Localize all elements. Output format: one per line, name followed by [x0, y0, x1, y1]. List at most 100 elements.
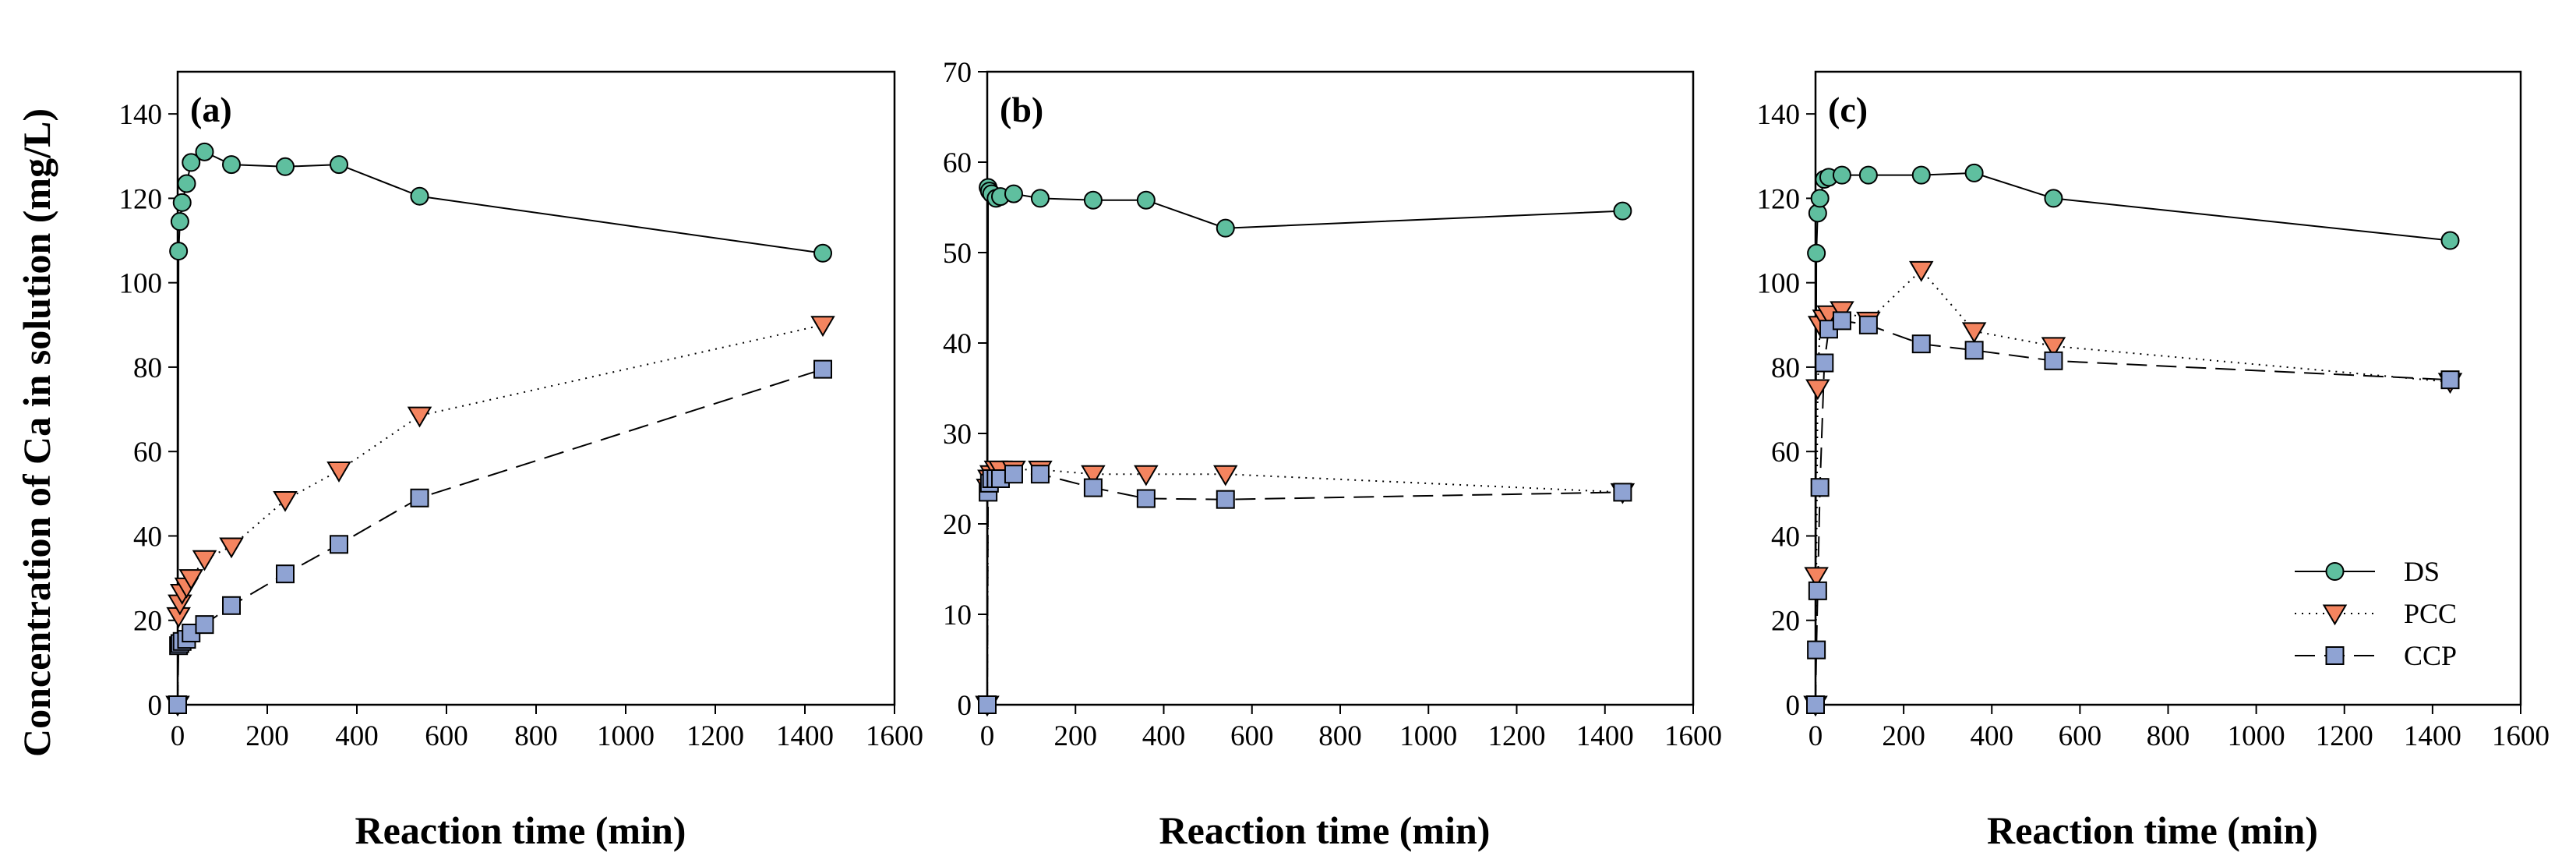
data-point-ccp: [2044, 351, 2063, 370]
data-point-ds: [1030, 189, 1050, 208]
x-tick-label: 400: [335, 720, 379, 752]
data-point-ccp: [1911, 334, 1931, 354]
data-point-ccp: [1808, 581, 1827, 600]
x-tick-label: 1000: [1399, 720, 1457, 752]
chart-panel-3: 0 200 400 600 800 1000 1200 1400 1600 0 20 40 60 80 10…: [1757, 70, 2550, 852]
data-point-ds: [1964, 163, 1984, 182]
y-tick-label: 140: [1757, 99, 1801, 131]
data-point-ds: [276, 157, 295, 176]
data-point-ds: [813, 243, 832, 263]
y-tick-label: 0: [1786, 690, 1801, 722]
x-tick-label: 400: [1971, 720, 2014, 752]
data-point-ds: [1083, 190, 1103, 210]
data-point-ccp: [1810, 478, 1830, 497]
y-tick-label: 20: [943, 509, 972, 541]
data-point-ds: [222, 155, 241, 175]
series-line-ds: [1815, 172, 2451, 706]
chart-panel-1: 0 200 400 600 800 1000 1200 1400 1600 0 20 40 60 80 10…: [119, 70, 923, 852]
data-point-ccp: [1806, 695, 1825, 714]
y-tick-label: 100: [1757, 268, 1801, 300]
data-point-pcc: [1213, 465, 1238, 486]
x-tick-label: 400: [1142, 720, 1186, 752]
data-point-ccp: [168, 695, 187, 714]
x-tick-label: 600: [2059, 720, 2102, 752]
data-point-ds: [177, 174, 196, 193]
data-point-ccp: [1004, 465, 1023, 484]
data-point-ds: [169, 242, 189, 261]
data-point-pcc: [219, 537, 244, 559]
y-tick-label: 40: [1771, 521, 1800, 553]
y-tick-label: 20: [133, 606, 162, 638]
data-point-ccp: [813, 359, 832, 379]
data-point-ds: [1807, 243, 1826, 263]
x-tick-label: 1000: [2228, 720, 2285, 752]
data-point-ccp: [1613, 483, 1632, 502]
x-tick-label: 800: [514, 720, 558, 752]
data-point-ds: [2044, 189, 2063, 208]
y-tick-label: 0: [148, 690, 163, 722]
data-point-ccp: [1136, 489, 1156, 508]
data-point-ds: [1911, 165, 1931, 185]
plot-frame: [986, 70, 1695, 706]
x-tick-label: 1600: [1664, 720, 1722, 752]
data-point-pcc: [810, 316, 835, 338]
data-point-ccp: [1964, 341, 1984, 360]
legend-marker-pcc: [2322, 604, 2348, 626]
data-point-pcc: [178, 569, 203, 590]
x-tick-label: 0: [980, 720, 995, 752]
legend-marker-ds: [2325, 562, 2345, 581]
x-axis-title: Reaction time (min): [1987, 808, 2318, 852]
data-point-ds: [182, 153, 201, 172]
data-point-ds: [410, 186, 429, 206]
data-point-ccp: [978, 695, 997, 714]
x-axis-title: Reaction time (min): [1159, 808, 1491, 852]
y-tick-label: 30: [943, 419, 972, 451]
y-tick-label: 60: [943, 147, 972, 179]
data-point-ds: [1858, 165, 1878, 185]
data-point-pcc: [1081, 465, 1106, 486]
y-tick-label: 40: [133, 521, 162, 553]
data-point-ccp: [410, 488, 429, 508]
chart-panel-2: 0 200 400 600 800 1000 1200 1400 1600 0 10 20 30 40 50…: [943, 57, 1722, 852]
y-tick-label: 140: [119, 99, 163, 131]
legend-marker-ccp: [2325, 646, 2345, 665]
data-point-pcc: [1909, 260, 1934, 282]
y-tick-label: 120: [1757, 183, 1801, 215]
data-point-ds: [172, 193, 192, 212]
data-point-pcc: [1830, 301, 1854, 323]
data-point-pcc: [2041, 337, 2066, 359]
data-point-ds: [1832, 165, 1851, 185]
data-point-ccp: [1858, 315, 1878, 334]
x-tick-label: 1400: [1576, 720, 1634, 752]
x-tick-label: 0: [1808, 720, 1823, 752]
x-tick-label: 1600: [866, 720, 923, 752]
data-point-pcc: [407, 406, 432, 428]
legend-label-ds: DS: [2404, 556, 2440, 587]
x-tick-label: 200: [1882, 720, 1925, 752]
series-line-pcc: [177, 324, 824, 706]
x-tick-label: 1200: [1488, 720, 1546, 752]
data-point-pcc: [1961, 322, 1987, 344]
y-tick-label: 80: [1771, 352, 1800, 384]
x-tick-label: 0: [171, 720, 185, 752]
data-point-ccp: [195, 615, 214, 635]
x-tick-label: 800: [2147, 720, 2190, 752]
series-line-ccp: [1815, 320, 2451, 706]
series-line-ccp: [177, 368, 824, 706]
x-tick-label: 1200: [2316, 720, 2373, 752]
x-tick-label: 600: [425, 720, 468, 752]
series-line-ds: [986, 187, 1623, 706]
x-tick-label: 200: [245, 720, 289, 752]
y-tick-label: 60: [133, 437, 162, 469]
x-tick-label: 1400: [2404, 720, 2461, 752]
data-point-ccp: [330, 535, 348, 554]
data-point-pcc: [1134, 465, 1159, 486]
data-point-ccp: [2440, 370, 2460, 390]
x-tick-label: 1000: [597, 720, 655, 752]
data-point-ccp: [1216, 490, 1235, 509]
y-axis-title: Concentration of Ca in solution (mg/L): [15, 108, 58, 757]
data-point-ds: [2440, 231, 2460, 250]
x-tick-label: 1200: [686, 720, 744, 752]
data-point-ds: [1216, 218, 1235, 238]
